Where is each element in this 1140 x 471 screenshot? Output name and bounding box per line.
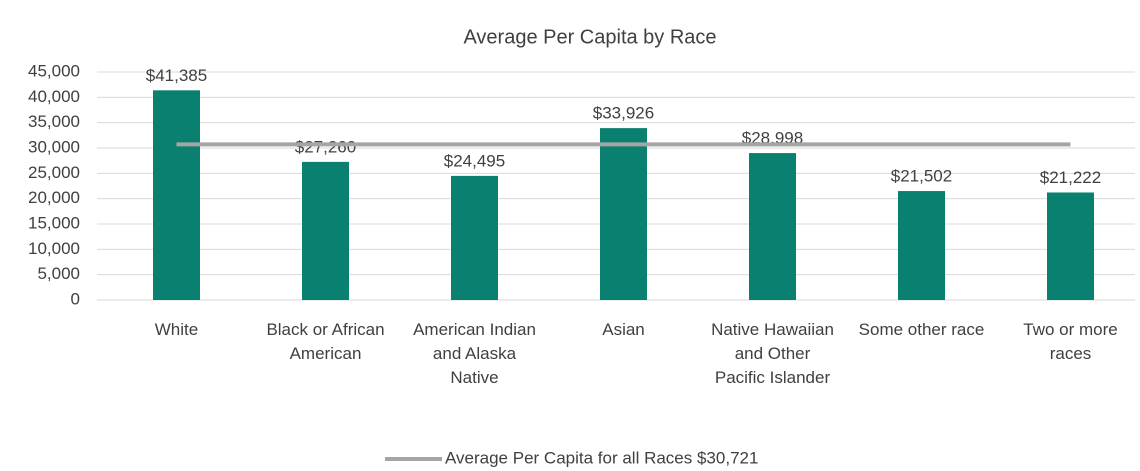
value-label: $21,222 — [1040, 168, 1101, 187]
bar — [302, 161, 349, 300]
y-tick-label: 45,000 — [28, 61, 80, 80]
bar — [600, 128, 647, 300]
value-label: $27,260 — [295, 137, 356, 156]
y-tick-label: 35,000 — [28, 112, 80, 131]
x-tick-label: American Indian and Alaska Native — [413, 320, 536, 387]
value-label: $21,502 — [891, 167, 952, 186]
y-tick-label: 25,000 — [28, 163, 80, 182]
bar — [898, 191, 945, 300]
x-tick-label: Some other race — [858, 320, 985, 339]
value-label: $24,495 — [444, 151, 505, 170]
x-tick-label: White — [154, 320, 199, 339]
y-tick-label: 20,000 — [28, 188, 80, 207]
bar — [451, 175, 498, 300]
x-tick-label: Black or African American — [266, 320, 385, 363]
legend-label: Average Per Capita for all Races $30,721 — [445, 448, 758, 467]
y-tick-label: 5,000 — [37, 264, 80, 283]
bar — [749, 153, 796, 300]
x-tick-label: Native Hawaiian and Other Pacific Island… — [711, 320, 834, 387]
bar — [1047, 192, 1094, 300]
x-tick-label: Two or more races — [1023, 320, 1118, 363]
value-label: $41,385 — [146, 66, 207, 85]
value-label: $33,926 — [593, 104, 654, 123]
y-tick-label: 15,000 — [28, 213, 80, 232]
chart-title: Average Per Capita by Race — [463, 26, 716, 48]
bar — [153, 90, 200, 300]
x-tick-label: Asian — [602, 320, 645, 339]
y-tick-label: 40,000 — [28, 87, 80, 106]
y-tick-label: 10,000 — [28, 239, 80, 258]
y-tick-label: 0 — [71, 289, 80, 308]
y-tick-label: 30,000 — [28, 137, 80, 156]
